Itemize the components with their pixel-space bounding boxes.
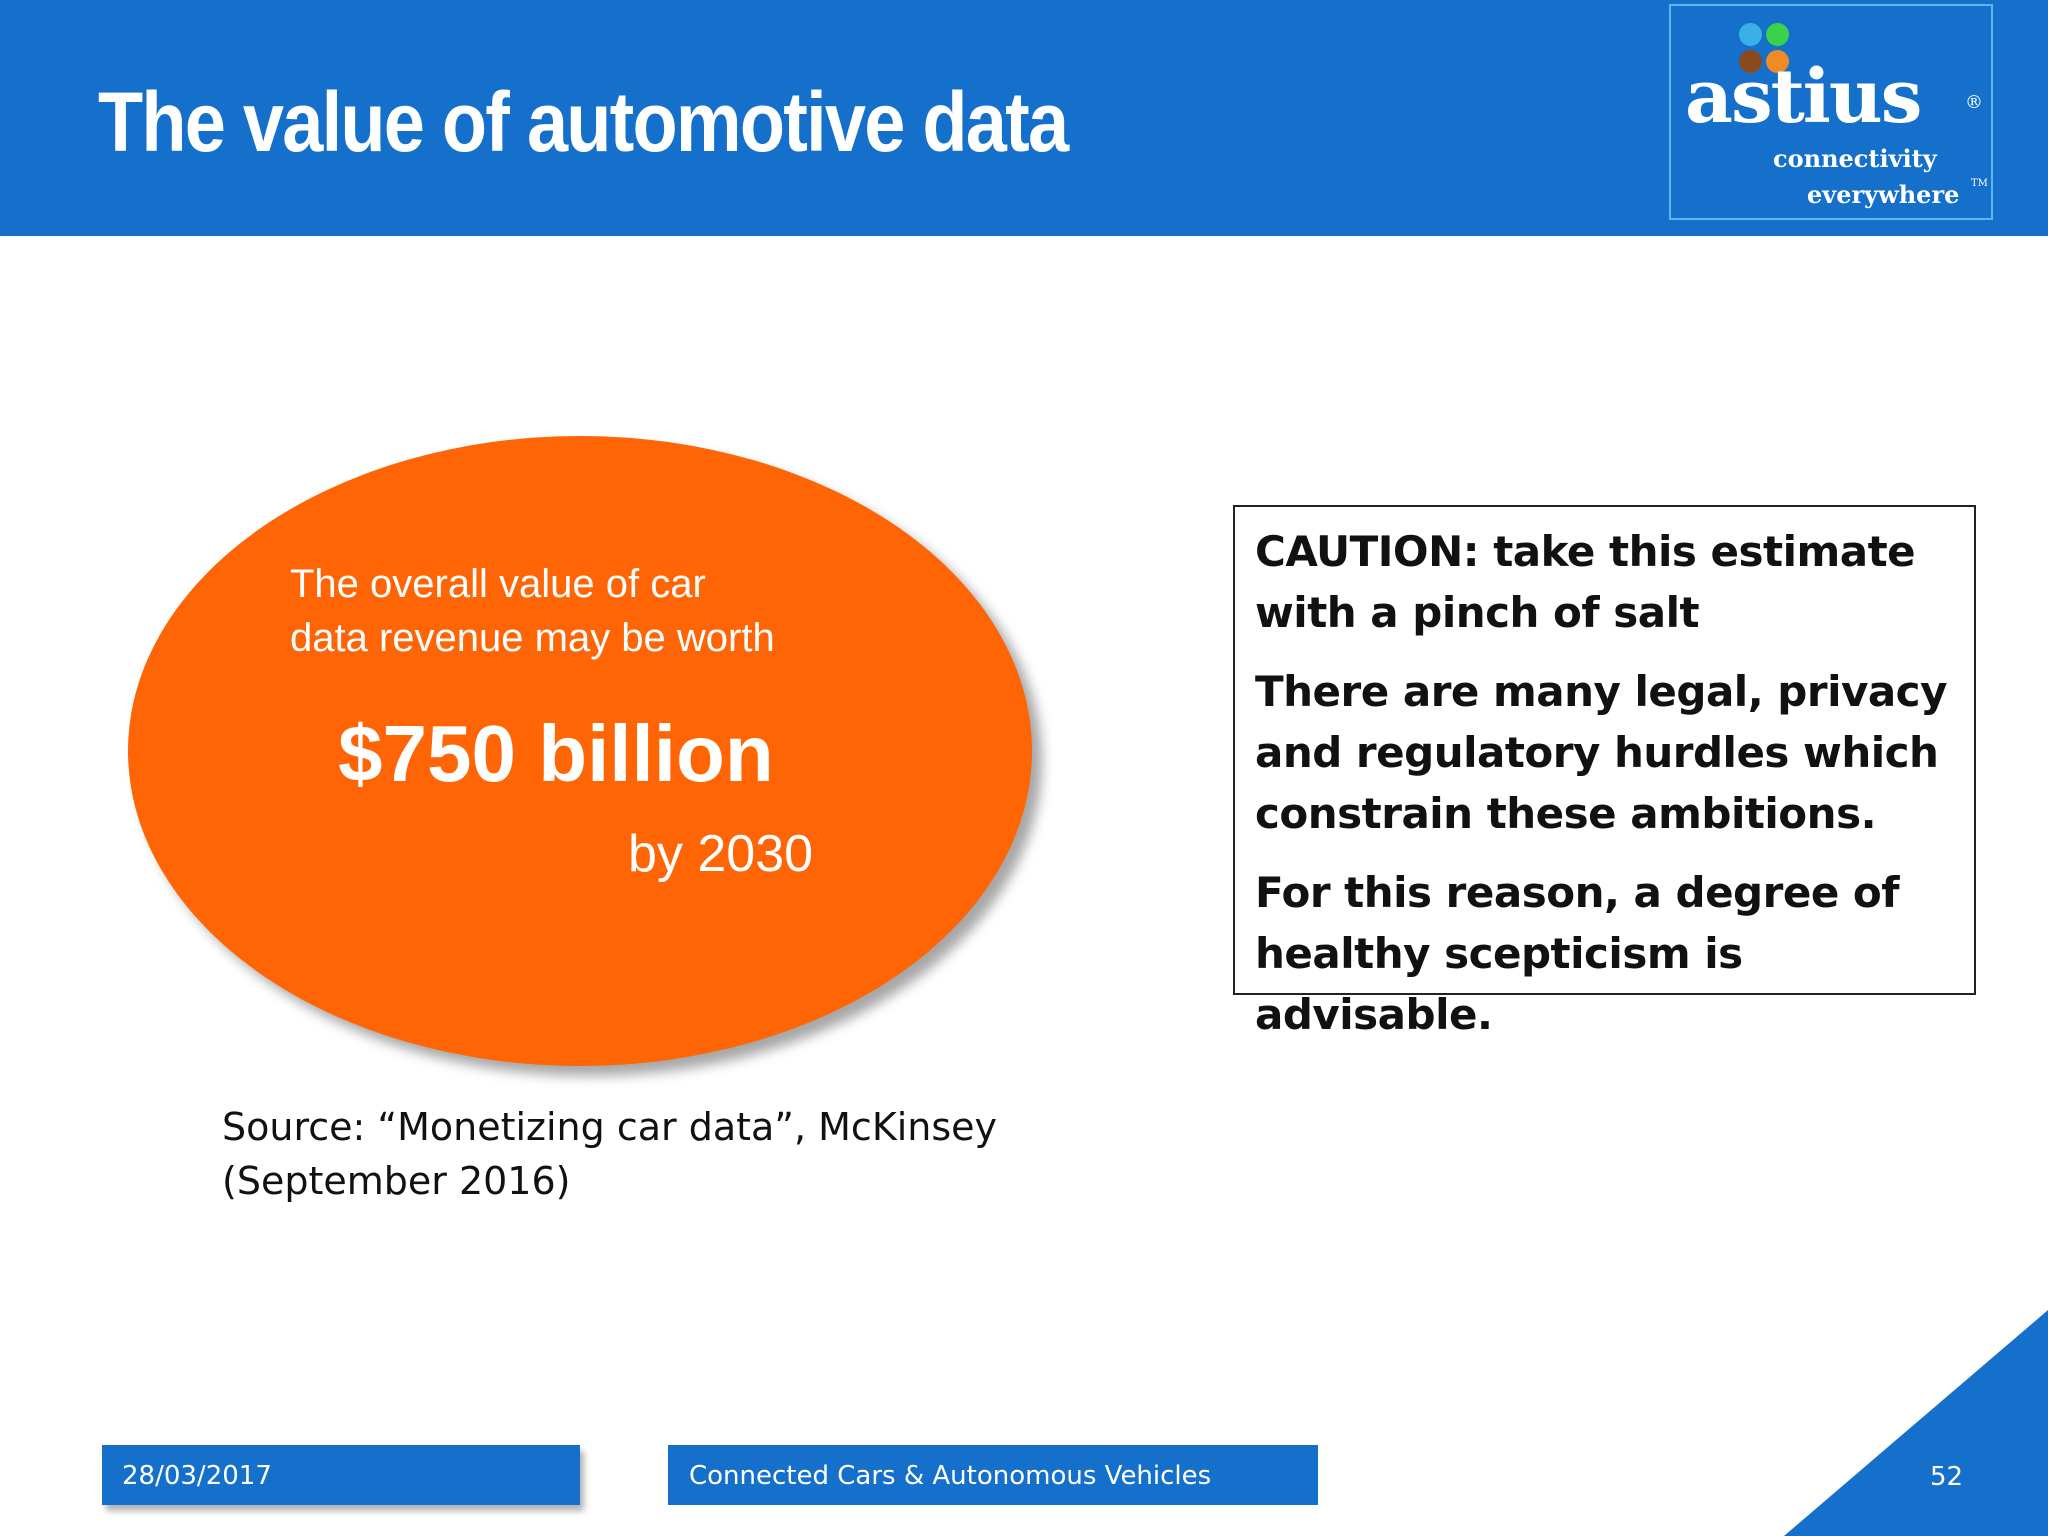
logo-trademark: TM (1971, 178, 1988, 189)
footer-date: 28/03/2017 (122, 1461, 272, 1491)
slide-title: The value of automotive data (98, 75, 1069, 169)
logo-dots-icon (1739, 23, 1799, 83)
caution-box: CAUTION: take this estimate with a pinch… (1233, 505, 1976, 1039)
source-citation: Source: “Monetizing car data”, McKinsey … (222, 1100, 1022, 1208)
logo-tagline-1: connectivity (1773, 144, 1937, 173)
footer-date-bar: 28/03/2017 (102, 1445, 580, 1505)
caution-paragraph-1: There are many legal, privacy and regula… (1255, 667, 1947, 838)
callout-line-2: data revenue may be worth (290, 616, 775, 660)
caution-heading: CAUTION: take this estimate with a pinch… (1255, 527, 1916, 637)
caution-paragraph-2: For this reason, a degree of healthy sce… (1255, 868, 1900, 1039)
logo-wordmark: astius (1685, 54, 1922, 140)
footer-title-bar: Connected Cars & Autonomous Vehicles (668, 1445, 1318, 1505)
value-callout-ellipse (128, 436, 1032, 1066)
header-bar: The value of automotive data astius ® co… (0, 0, 2048, 236)
astius-logo: astius ® connectivity everywhere TM (1669, 4, 1993, 220)
page-number: 52 (1930, 1462, 1964, 1492)
footer-title: Connected Cars & Autonomous Vehicles (689, 1461, 1212, 1491)
logo-tagline-2: everywhere (1807, 180, 1960, 209)
source-line-2: (September 2016) (222, 1159, 571, 1203)
logo-registered-mark: ® (1965, 92, 1983, 113)
source-line-1: Source: “Monetizing car data”, McKinsey (222, 1105, 998, 1149)
callout-amount: $750 billion (338, 709, 774, 798)
callout-timeframe: by 2030 (628, 825, 814, 883)
callout-line-1: The overall value of car (290, 562, 706, 606)
